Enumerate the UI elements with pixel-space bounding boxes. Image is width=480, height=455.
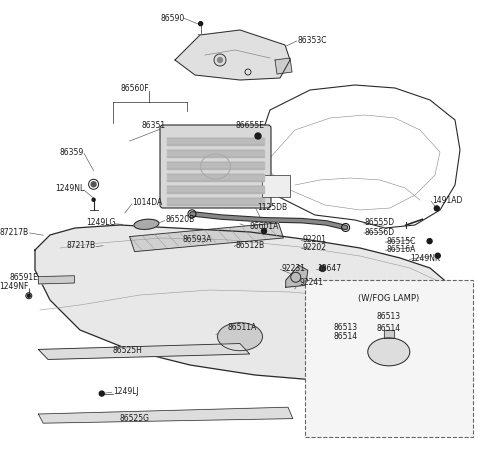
Ellipse shape — [134, 219, 159, 229]
Bar — [262, 175, 290, 197]
Text: 86520B: 86520B — [166, 215, 195, 224]
Text: 1249LJ: 1249LJ — [113, 387, 139, 396]
Polygon shape — [167, 162, 264, 169]
Text: 1125DB: 1125DB — [257, 202, 287, 212]
Polygon shape — [38, 344, 250, 359]
Text: 1491AD: 1491AD — [432, 196, 462, 205]
Text: 86591E: 86591E — [10, 273, 38, 282]
Text: 92202: 92202 — [302, 243, 326, 252]
Polygon shape — [38, 276, 74, 284]
Circle shape — [99, 391, 104, 396]
Text: 87217B: 87217B — [67, 241, 96, 250]
Text: 86512B: 86512B — [235, 241, 264, 250]
Ellipse shape — [217, 323, 263, 351]
Circle shape — [199, 22, 203, 25]
Text: 86511A: 86511A — [228, 323, 257, 332]
Text: 86601A: 86601A — [250, 222, 279, 231]
Text: 92201: 92201 — [302, 235, 326, 244]
Ellipse shape — [368, 338, 410, 366]
Text: 86351: 86351 — [142, 121, 166, 130]
Circle shape — [255, 133, 261, 139]
Bar — [305, 280, 473, 437]
Text: 87217B: 87217B — [0, 228, 29, 237]
Text: 86514: 86514 — [377, 324, 401, 333]
Circle shape — [435, 253, 440, 258]
Text: 86516A: 86516A — [386, 245, 416, 254]
Text: 1249NF: 1249NF — [0, 282, 29, 291]
Text: 1249NK: 1249NK — [410, 254, 441, 263]
Polygon shape — [38, 407, 293, 423]
Polygon shape — [167, 138, 264, 145]
Polygon shape — [286, 265, 308, 287]
Circle shape — [217, 57, 223, 62]
Circle shape — [427, 239, 432, 243]
Polygon shape — [167, 186, 264, 193]
Circle shape — [262, 229, 266, 233]
Polygon shape — [167, 174, 264, 181]
Circle shape — [92, 198, 95, 201]
Text: 86513: 86513 — [334, 323, 358, 332]
Text: 86525G: 86525G — [120, 414, 150, 423]
Text: 86514: 86514 — [334, 332, 358, 341]
Text: 86513: 86513 — [377, 312, 401, 321]
Polygon shape — [167, 150, 264, 157]
Text: 18647: 18647 — [317, 264, 341, 273]
Circle shape — [320, 265, 325, 272]
Text: 1014DA: 1014DA — [132, 198, 162, 207]
Text: 86655E: 86655E — [235, 121, 264, 130]
Text: 1249NL: 1249NL — [55, 184, 84, 193]
Text: 86590: 86590 — [160, 14, 185, 23]
FancyBboxPatch shape — [160, 125, 271, 208]
Polygon shape — [35, 225, 455, 380]
Text: 86359: 86359 — [60, 148, 84, 157]
Text: 86353C: 86353C — [298, 36, 327, 46]
Text: 86556D: 86556D — [365, 228, 395, 237]
Text: 92231: 92231 — [281, 264, 305, 273]
Polygon shape — [130, 223, 283, 252]
Polygon shape — [384, 330, 394, 338]
Polygon shape — [275, 58, 292, 74]
Text: 86560F: 86560F — [120, 84, 149, 93]
Text: 1249LG: 1249LG — [86, 218, 115, 228]
Circle shape — [91, 182, 96, 187]
Text: 86555D: 86555D — [365, 218, 395, 228]
Polygon shape — [175, 30, 290, 80]
Text: 92241: 92241 — [300, 278, 324, 287]
Text: 86593A: 86593A — [182, 235, 212, 244]
Circle shape — [27, 294, 30, 297]
Text: 86515C: 86515C — [386, 237, 416, 246]
Text: 86525H: 86525H — [113, 346, 143, 355]
Polygon shape — [167, 198, 264, 205]
Text: (W/FOG LAMP): (W/FOG LAMP) — [358, 294, 420, 303]
Circle shape — [434, 206, 439, 211]
